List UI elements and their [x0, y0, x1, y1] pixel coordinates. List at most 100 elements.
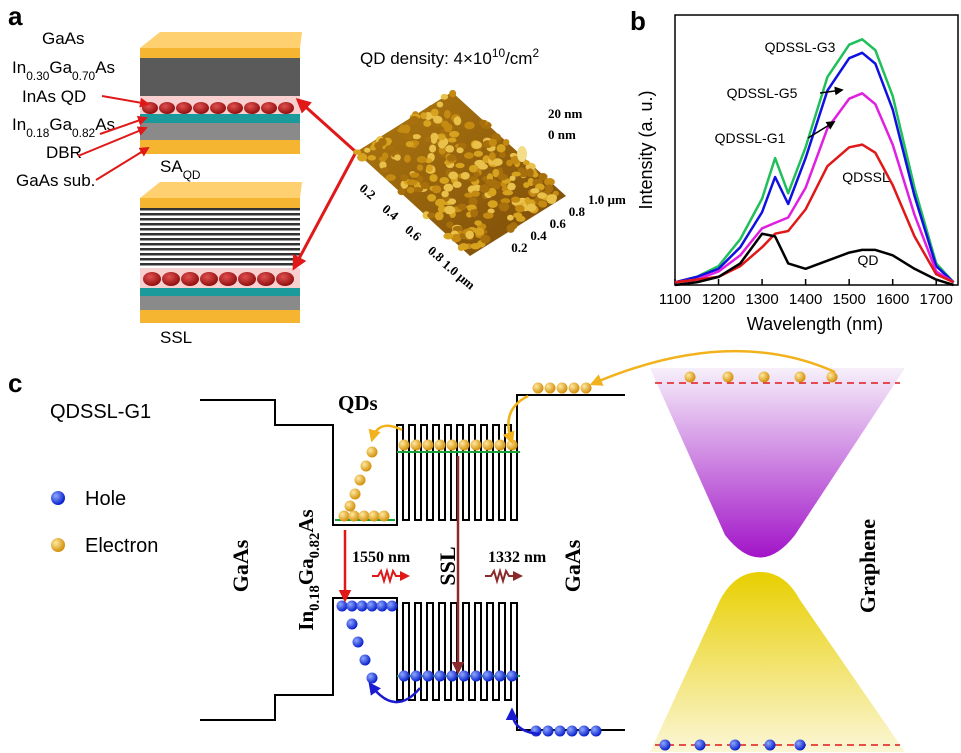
density-label: QD density: 4×1010/cm2	[360, 46, 539, 68]
hole	[360, 655, 371, 666]
subscript: 0.18	[307, 585, 323, 611]
afm-grain	[417, 156, 427, 163]
afm-grain	[421, 112, 427, 119]
afm-grain	[485, 179, 494, 185]
afm-grain	[385, 145, 394, 151]
label-part: GaAs	[42, 29, 85, 48]
supscript: 2	[532, 46, 539, 60]
hole	[660, 740, 671, 751]
afm-grain	[547, 194, 557, 201]
y-tick-label: 1.0 µm	[588, 192, 626, 207]
afm-grain	[448, 172, 458, 180]
hole	[695, 740, 706, 751]
sa-qd-structure	[140, 32, 302, 154]
layer-label: DBR	[46, 143, 82, 162]
afm-grain	[527, 168, 534, 177]
y-tick-label: 0.4	[530, 228, 547, 243]
afm-grain	[527, 204, 537, 212]
afm-grain	[443, 184, 453, 192]
afm-grain	[479, 120, 486, 126]
quantum-dot	[257, 272, 275, 286]
afm-grain	[426, 164, 433, 172]
label-part: As	[294, 509, 318, 532]
quantum-dot	[143, 272, 161, 286]
afm-grain	[507, 183, 516, 191]
afm-grain	[378, 138, 387, 146]
electron	[723, 372, 734, 383]
subscript: 0.82	[307, 533, 323, 559]
afm-grain	[412, 134, 421, 139]
electron	[471, 440, 482, 451]
panel-label: c	[8, 368, 22, 398]
afm-grain	[379, 156, 387, 161]
quantum-dot	[176, 102, 192, 114]
afm-grain	[427, 212, 435, 218]
sample-label: SAQD	[160, 157, 201, 182]
x-axis-label: Wavelength (nm)	[747, 314, 883, 334]
hole	[423, 671, 434, 682]
afm-grain	[489, 152, 496, 161]
afm-grain	[448, 138, 456, 143]
quantum-dot	[244, 102, 260, 114]
afm-grain	[435, 199, 445, 207]
hole	[357, 601, 368, 612]
electron	[435, 440, 446, 451]
hole	[483, 671, 494, 682]
afm-grain	[503, 139, 509, 146]
afm-grain	[523, 182, 529, 188]
plot-frame	[675, 15, 958, 285]
quantum-dot	[200, 272, 218, 286]
afm-grain	[480, 235, 490, 244]
afm-grain	[406, 141, 414, 147]
stripe	[140, 253, 300, 256]
quantum-dot	[219, 272, 237, 286]
series-label: QD	[858, 252, 879, 268]
hole	[367, 601, 378, 612]
afm-grain	[381, 167, 389, 172]
hole	[555, 726, 566, 737]
hole	[795, 740, 806, 751]
label-part: GaAs sub.	[16, 171, 95, 190]
layer-label: In0.18Ga0.82As	[12, 115, 115, 140]
electron	[569, 383, 580, 394]
afm-grain	[397, 128, 406, 133]
afm-grain	[443, 233, 453, 240]
afm-grain	[497, 144, 506, 152]
afm-grain	[357, 153, 367, 161]
quantum-dots	[142, 102, 294, 114]
afm-grain	[446, 221, 453, 228]
afm-grain	[457, 204, 467, 210]
afm-grain	[454, 116, 462, 125]
electron	[533, 383, 544, 394]
hole	[447, 671, 458, 682]
panel-label: b	[630, 6, 646, 36]
afm-grain	[472, 141, 482, 149]
hole	[387, 601, 398, 612]
stripe	[140, 248, 300, 251]
stripe	[140, 228, 300, 231]
afm-grain	[499, 152, 506, 158]
stripe	[140, 243, 300, 246]
graphene-label: Graphene	[855, 519, 880, 613]
afm-grain	[449, 131, 459, 138]
afm-grain	[498, 174, 508, 181]
x-tick-label: 1500	[832, 291, 865, 308]
electron	[411, 440, 422, 451]
electron	[795, 372, 806, 383]
valence-band	[200, 598, 625, 730]
electron	[345, 501, 356, 512]
quantum-dot	[159, 102, 175, 114]
afm-grain	[407, 179, 417, 185]
sample-name: QDSSL-G1	[50, 401, 151, 423]
supscript: 10	[492, 46, 506, 60]
afm-grain	[525, 197, 531, 204]
electron-icon	[51, 538, 65, 552]
afm-grain	[439, 177, 449, 184]
afm-grain	[407, 187, 415, 193]
afm-grain	[386, 174, 396, 181]
afm-grain	[459, 243, 469, 250]
electron	[361, 461, 372, 472]
label-part: InAs QD	[22, 87, 86, 106]
afm-grain	[404, 155, 411, 163]
electron	[339, 511, 350, 522]
